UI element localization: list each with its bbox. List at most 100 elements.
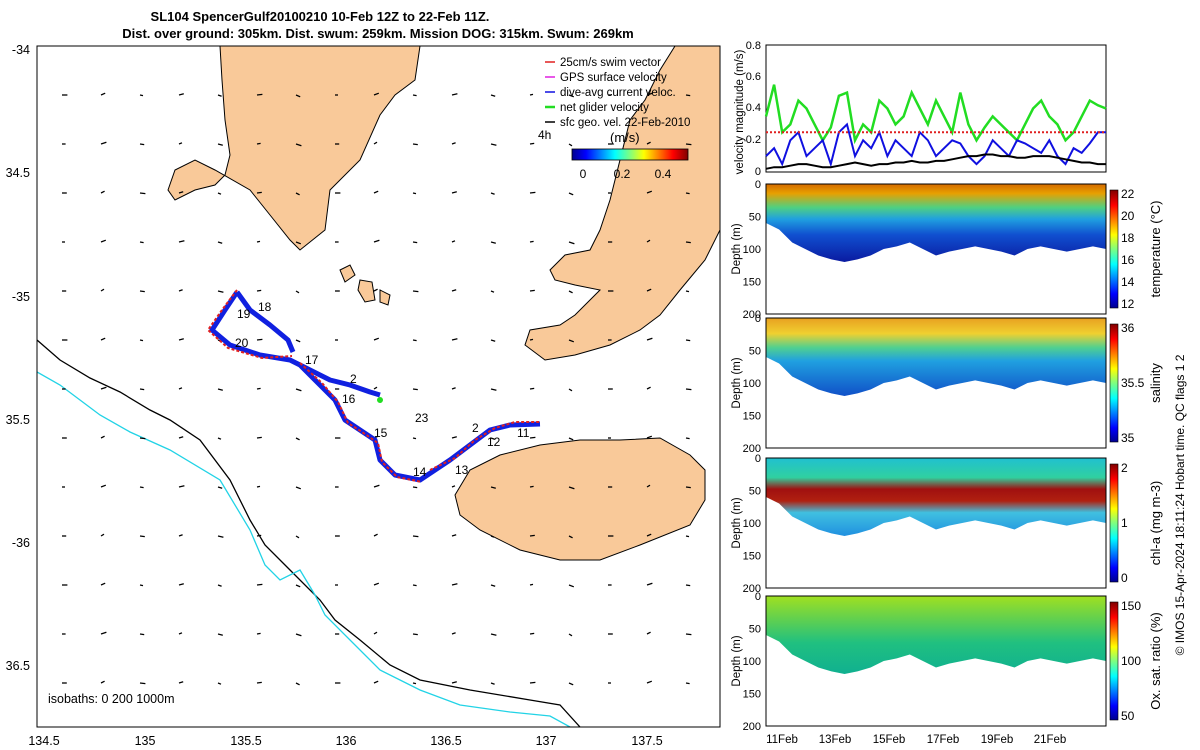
date-axis: 11Feb 13Feb 15Feb 17Feb 19Feb 21Feb <box>766 734 1066 746</box>
geo-velocity-arrow <box>178 436 184 439</box>
map-xtick: 137.5 <box>631 734 662 748</box>
geo-velocity-arrow <box>451 632 456 635</box>
geo-velocity-arrow <box>412 486 418 489</box>
geo-velocity-arrow <box>295 94 301 98</box>
geo-velocity-arrow <box>568 486 575 490</box>
vel-ytick: 0.6 <box>746 71 761 83</box>
section-colorbar <box>1109 463 1119 583</box>
geo-velocity-arrow <box>256 387 261 390</box>
geo-velocity-arrow <box>139 584 144 587</box>
geo-velocity-arrow <box>490 290 495 293</box>
depth-tick: 200 <box>743 583 761 595</box>
geo-velocity-arrow <box>217 535 224 538</box>
geo-velocity-arrow <box>568 584 575 588</box>
legend-label: sfc geo. vel. 22-Feb-2010 <box>560 117 690 129</box>
depth-tick: 0 <box>755 453 761 465</box>
section-panel: 0 50 100 150 200 Depth (m) 36 35.5 35 salinity <box>731 313 1163 455</box>
section-panel: 0 50 100 150 200 Depth (m) 2 1 0 chl-a (mg m-3) <box>731 453 1163 595</box>
map-ytick: 36.5 <box>6 659 30 673</box>
geo-velocity-arrow <box>373 680 379 684</box>
day-label: 11 <box>517 426 530 440</box>
day-label: 18 <box>258 300 272 314</box>
geo-velocity-arrow <box>451 338 458 341</box>
geo-velocity-arrow <box>256 681 262 684</box>
geo-velocity-arrow <box>256 240 261 243</box>
legend-label: GPS surface velocity <box>560 72 667 84</box>
depth-tick: 0 <box>755 313 761 325</box>
map-ytick: 35.5 <box>6 413 30 427</box>
depth-tick: 0 <box>755 591 761 603</box>
geo-velocity-arrow <box>490 388 497 391</box>
depth-tick: 200 <box>743 309 761 321</box>
map-panel: 11 12 13 14 15 16 17 18 19 20 2 23 2 25c… <box>6 43 721 748</box>
geo-velocity-arrow <box>256 583 263 586</box>
geo-velocity-arrow <box>412 339 417 342</box>
colorbar-tick: 22 <box>1121 187 1135 201</box>
geo-velocity-arrow <box>256 142 261 145</box>
colorbar-tick: 12 <box>1121 297 1135 311</box>
geo-velocity-arrow <box>646 386 651 390</box>
section-colorbar <box>1109 601 1119 721</box>
geo-velocity-arrow <box>295 633 302 637</box>
colorbar-label: temperature (°C) <box>1148 201 1163 298</box>
depth-tick: 50 <box>749 486 761 498</box>
day-label-extra: 2 <box>350 372 357 386</box>
geo-velocity-arrow <box>295 192 300 196</box>
colorbar-tick: 2 <box>1121 461 1128 475</box>
geo-velocity-arrow <box>490 339 496 342</box>
copyright-note: © IMOS 15-Apr-2024 18:11:24 Hobart time.… <box>1173 354 1187 655</box>
geo-velocity-arrow <box>100 92 106 96</box>
geo-velocity-arrow <box>568 143 573 147</box>
geo-velocity-arrow <box>256 485 261 488</box>
geo-velocity-arrow <box>178 681 184 684</box>
geo-velocity-arrow <box>529 436 536 439</box>
geo-velocity-arrow <box>178 632 183 635</box>
geo-velocity-arrow <box>217 584 222 587</box>
isobath-200m <box>37 339 581 727</box>
geo-velocity-arrow <box>685 584 691 587</box>
glider-track-swim-vectors <box>206 289 540 483</box>
geo-velocity-arrow <box>490 486 496 489</box>
geo-velocity-arrow <box>412 241 418 244</box>
geo-velocity-arrow <box>178 534 183 537</box>
geo-velocity-arrow <box>529 583 534 586</box>
date-tick: 21Feb <box>1034 734 1067 746</box>
map-legend: 25cm/s swim vector GPS surface velocity … <box>538 57 690 181</box>
section-data-fill <box>766 458 1106 536</box>
geo-velocity-arrow <box>451 485 456 488</box>
colorbar-tick: 0 <box>580 167 587 181</box>
depth-tick: 100 <box>743 244 761 256</box>
legend-label: net glider velocity <box>560 102 649 114</box>
geo-velocity-arrow <box>451 387 456 390</box>
geo-velocity-arrow <box>100 631 107 635</box>
geo-velocity-arrow <box>412 192 417 195</box>
geo-velocity-arrow <box>295 682 300 686</box>
section-data-fill <box>766 318 1106 396</box>
yorke-peninsula-land <box>524 46 720 361</box>
geo-velocity-arrow <box>256 436 262 439</box>
geo-velocity-arrow <box>490 437 495 440</box>
depth-tick: 50 <box>749 346 761 358</box>
geo-velocity-arrow <box>256 534 262 537</box>
geo-velocity-arrow <box>412 535 419 538</box>
depth-axis-label: Depth (m) <box>731 497 743 548</box>
geo-velocity-arrow <box>217 290 224 293</box>
geo-velocity-arrow <box>100 288 105 292</box>
colorbar-unit: (m/s) <box>610 130 640 145</box>
vel-ytick: 0.8 <box>746 40 761 52</box>
geo-velocity-arrow <box>373 484 380 488</box>
depth-tick: 0 <box>755 179 761 191</box>
geo-velocity-arrow <box>178 338 184 341</box>
geo-velocity-arrow <box>451 142 456 145</box>
depth-tick: 150 <box>743 551 761 563</box>
geo-velocity-arrow <box>685 192 690 195</box>
colorbar-tick: 50 <box>1121 709 1135 723</box>
colorbar-label: Ox. sat. ratio (%) <box>1148 612 1163 710</box>
colorbar-tick: 150 <box>1121 599 1141 613</box>
depth-axis-label: Depth (m) <box>731 357 743 408</box>
geo-velocity-arrow <box>178 485 185 488</box>
geo-velocity-arrow <box>100 533 105 537</box>
geo-velocity-arrow <box>685 94 691 97</box>
geo-velocity-arrow <box>178 240 185 243</box>
day-label: 17 <box>305 353 319 367</box>
